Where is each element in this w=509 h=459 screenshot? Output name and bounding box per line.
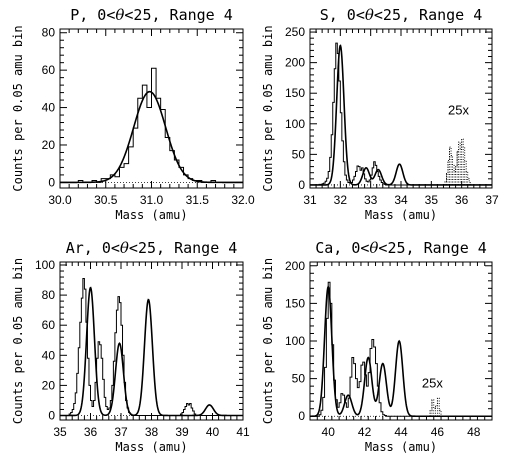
histogram-series xyxy=(60,67,243,183)
x-tick-label: 48 xyxy=(467,425,481,439)
chart-panel-1: 30.0 30.5 31.0 31.5 32.0 0 20 40 60 80 P, 0<θ<25, … xyxy=(11,6,255,222)
x-tick-label: 33 xyxy=(364,193,378,207)
y-tick-label: 80 xyxy=(42,288,56,302)
x-axis-label: Mass (amu) xyxy=(115,440,187,454)
x-tick-label: 30.0 xyxy=(48,193,72,207)
y-axis-label: Counts per 0.05 amu bin xyxy=(11,258,25,424)
y-tick-label: 0 xyxy=(298,409,305,423)
fit-curve xyxy=(60,90,243,184)
x-tick-label: 35 xyxy=(53,425,67,439)
x-tick-label: 34 xyxy=(394,193,408,207)
y-tick-label: 100 xyxy=(285,117,305,131)
y-tick-label: 100 xyxy=(285,334,305,348)
y-axis-label: Counts per 0.05 amu bin xyxy=(261,258,275,424)
fit-curve xyxy=(310,284,492,418)
y-tick-label: 80 xyxy=(42,26,56,40)
x-tick-label: 36 xyxy=(84,425,98,439)
y-axis-label: Counts per 0.05 amu bin xyxy=(11,25,25,191)
x-tick-label: 42 xyxy=(358,425,372,439)
y-tick-label: 150 xyxy=(285,296,305,310)
x-tick-label: 40 xyxy=(322,425,336,439)
x-tick-label: 31.5 xyxy=(186,193,210,207)
plot-frame xyxy=(309,261,493,421)
x-tick-label: 38 xyxy=(145,425,159,439)
chart-title: S, 0<θ<25, Range 4 xyxy=(320,6,483,24)
x-tick-label: 30.5 xyxy=(94,193,118,207)
y-tick-label: 40 xyxy=(42,348,56,362)
histogram-series xyxy=(60,278,243,416)
x-tick-label: 32.0 xyxy=(231,193,255,207)
y-tick-label: 50 xyxy=(292,147,306,161)
x-axis-label: Mass (amu) xyxy=(365,208,437,222)
y-tick-label: 40 xyxy=(42,101,56,115)
y-tick-label: 50 xyxy=(292,372,306,386)
y-tick-label: 200 xyxy=(285,56,305,70)
x-tick-label: 41 xyxy=(236,425,250,439)
y-tick-label: 60 xyxy=(42,318,56,332)
x-tick-label: 31 xyxy=(303,193,317,207)
x-tick-label: 39 xyxy=(175,425,189,439)
chart-panel-3: 35 36 37 38 39 40 41 0 20 40 60 80 100 Ar, 0<θ<25, Ra… xyxy=(11,239,250,454)
chart-panel-2: 31 32 33 34 35 36 37 0 50 100 150 200 250 S, 0<θ<25, … xyxy=(261,6,499,222)
x-axis-label: Mass (amu) xyxy=(115,208,187,222)
scaled-histogram-25x xyxy=(444,138,472,185)
x-tick-label: 37 xyxy=(114,425,128,439)
y-tick-label: 150 xyxy=(285,86,305,100)
scale-annotation: 25x xyxy=(422,376,443,391)
x-tick-label: 35 xyxy=(425,193,439,207)
y-tick-label: 100 xyxy=(35,258,55,272)
y-tick-label: 0 xyxy=(48,175,55,189)
y-tick-label: 20 xyxy=(42,138,56,152)
x-tick-label: 32 xyxy=(334,193,348,207)
y-tick-label: 60 xyxy=(42,63,56,77)
y-tick-label: 0 xyxy=(48,408,55,422)
y-tick-label: 20 xyxy=(42,378,56,392)
x-tick-label: 40 xyxy=(206,425,220,439)
chart-title: Ar, 0<θ<25, Range 4 xyxy=(66,239,238,257)
chart-panel-4: 40 42 44 46 48 0 50 100 150 200 Ca, 0<θ<25, Range … xyxy=(261,239,493,454)
y-tick-label: 0 xyxy=(298,178,305,192)
x-tick-label: 36 xyxy=(455,193,469,207)
x-tick-label: 31.0 xyxy=(140,193,164,207)
chart-title: P, 0<θ<25, Range 4 xyxy=(70,6,233,24)
plot-frame xyxy=(59,28,244,189)
x-tick-label: 37 xyxy=(485,193,499,207)
x-tick-label: 46 xyxy=(431,425,445,439)
scaled-histogram-25x xyxy=(429,397,442,417)
fit-curve xyxy=(60,286,243,417)
chart-title: Ca, 0<θ<25, Range 4 xyxy=(315,239,487,257)
scale-annotation: 25x xyxy=(448,103,469,118)
y-tick-label: 200 xyxy=(285,259,305,273)
x-tick-label: 44 xyxy=(394,425,408,439)
y-axis-label: Counts per 0.05 amu bin xyxy=(261,25,275,191)
y-tick-label: 250 xyxy=(285,25,305,39)
x-axis-label: Mass (amu) xyxy=(365,440,437,454)
